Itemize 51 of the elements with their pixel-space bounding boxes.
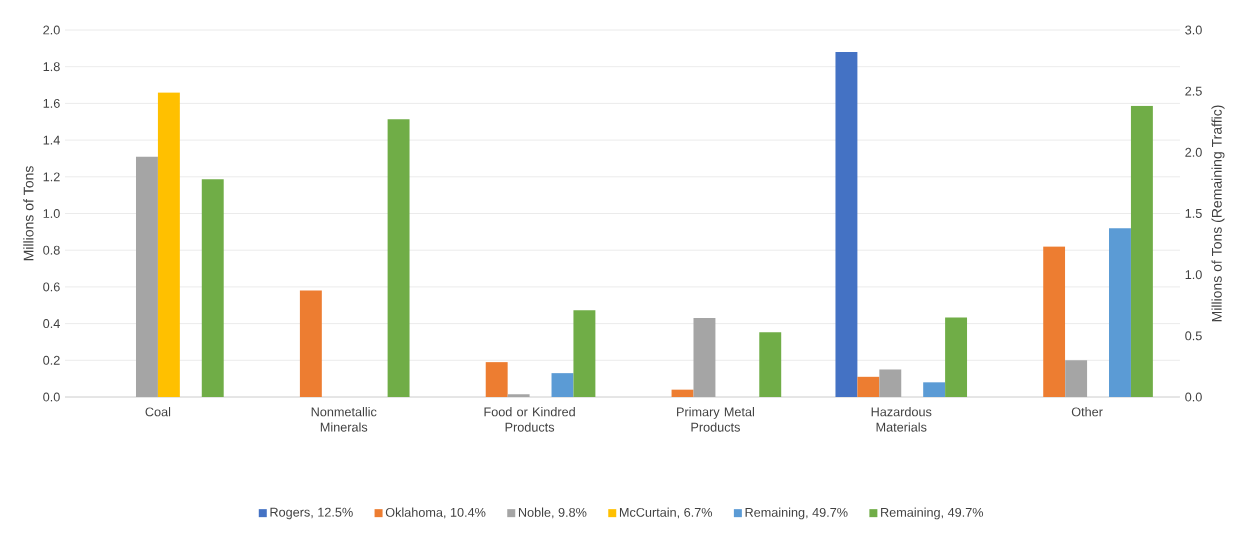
y-tick-label: 1.4 (43, 135, 60, 145)
bar (835, 52, 858, 397)
legend-label: Remaining, 49.7% (881, 507, 984, 520)
y2-tick-label: 1.5 (1185, 209, 1202, 218)
bar (157, 92, 180, 397)
y2-tick-label: 2.5 (1185, 86, 1202, 96)
y2-tick-label: 3.0 (1185, 25, 1202, 35)
legend-label: Oklahoma, 10.4% (385, 507, 486, 519)
bar (945, 317, 968, 397)
x-tick-label: Coal (145, 407, 171, 417)
y-tick-label: 0.2 (43, 355, 60, 365)
bar (201, 179, 224, 397)
bar (485, 362, 508, 397)
x-tick-label: Primary Metal Products (677, 407, 754, 432)
bar (759, 332, 782, 397)
y-tick-label: 1.2 (43, 172, 60, 182)
y-tick-label: 1.8 (43, 62, 60, 72)
legend-label: Noble, 9.8% (518, 507, 587, 519)
bar (387, 119, 410, 397)
y-tick-label: 0.6 (43, 282, 60, 292)
bar (507, 394, 530, 397)
y2-tick-label: 0.5 (1185, 331, 1202, 341)
y-tick-label: 0.8 (43, 245, 60, 255)
y2-tick-label: 2.0 (1185, 147, 1202, 157)
bar (857, 376, 880, 397)
bar (1065, 360, 1088, 397)
y-tick-label: 2.0 (43, 25, 60, 35)
bar (299, 290, 322, 397)
bar (1043, 246, 1066, 397)
bar (879, 369, 902, 397)
y-tick-label: 1.0 (43, 209, 60, 218)
bar (573, 310, 596, 397)
y-tick-label: 1.6 (43, 98, 60, 108)
legend-label: McCurtain, 6.7% (619, 507, 713, 519)
legend-label: Remaining, 49.7% (745, 507, 848, 520)
y-tick-label: 0.0 (43, 392, 60, 402)
y2-tick-label: 0.0 (1185, 392, 1202, 402)
y-axis-title: Millions of Tons (23, 166, 34, 261)
bar (135, 156, 158, 397)
x-tick-label: Other (1071, 407, 1103, 417)
y-tick-label: 0.4 (43, 319, 60, 329)
x-tick-label: Hazardous Materials (871, 407, 932, 432)
bar (551, 373, 574, 397)
bar (671, 389, 694, 397)
y2-axis-title: Millions of Tons (Remaining Traffic) (1211, 105, 1225, 322)
y2-tick-label: 1.0 (1185, 270, 1202, 280)
bar (923, 382, 946, 397)
x-tick-label: Food or Kindred Products (484, 407, 575, 432)
legend-label: Rogers, 12.5% (270, 507, 353, 520)
x-tick-label: Nonmetallic Minerals (311, 407, 377, 432)
bar (693, 318, 716, 397)
